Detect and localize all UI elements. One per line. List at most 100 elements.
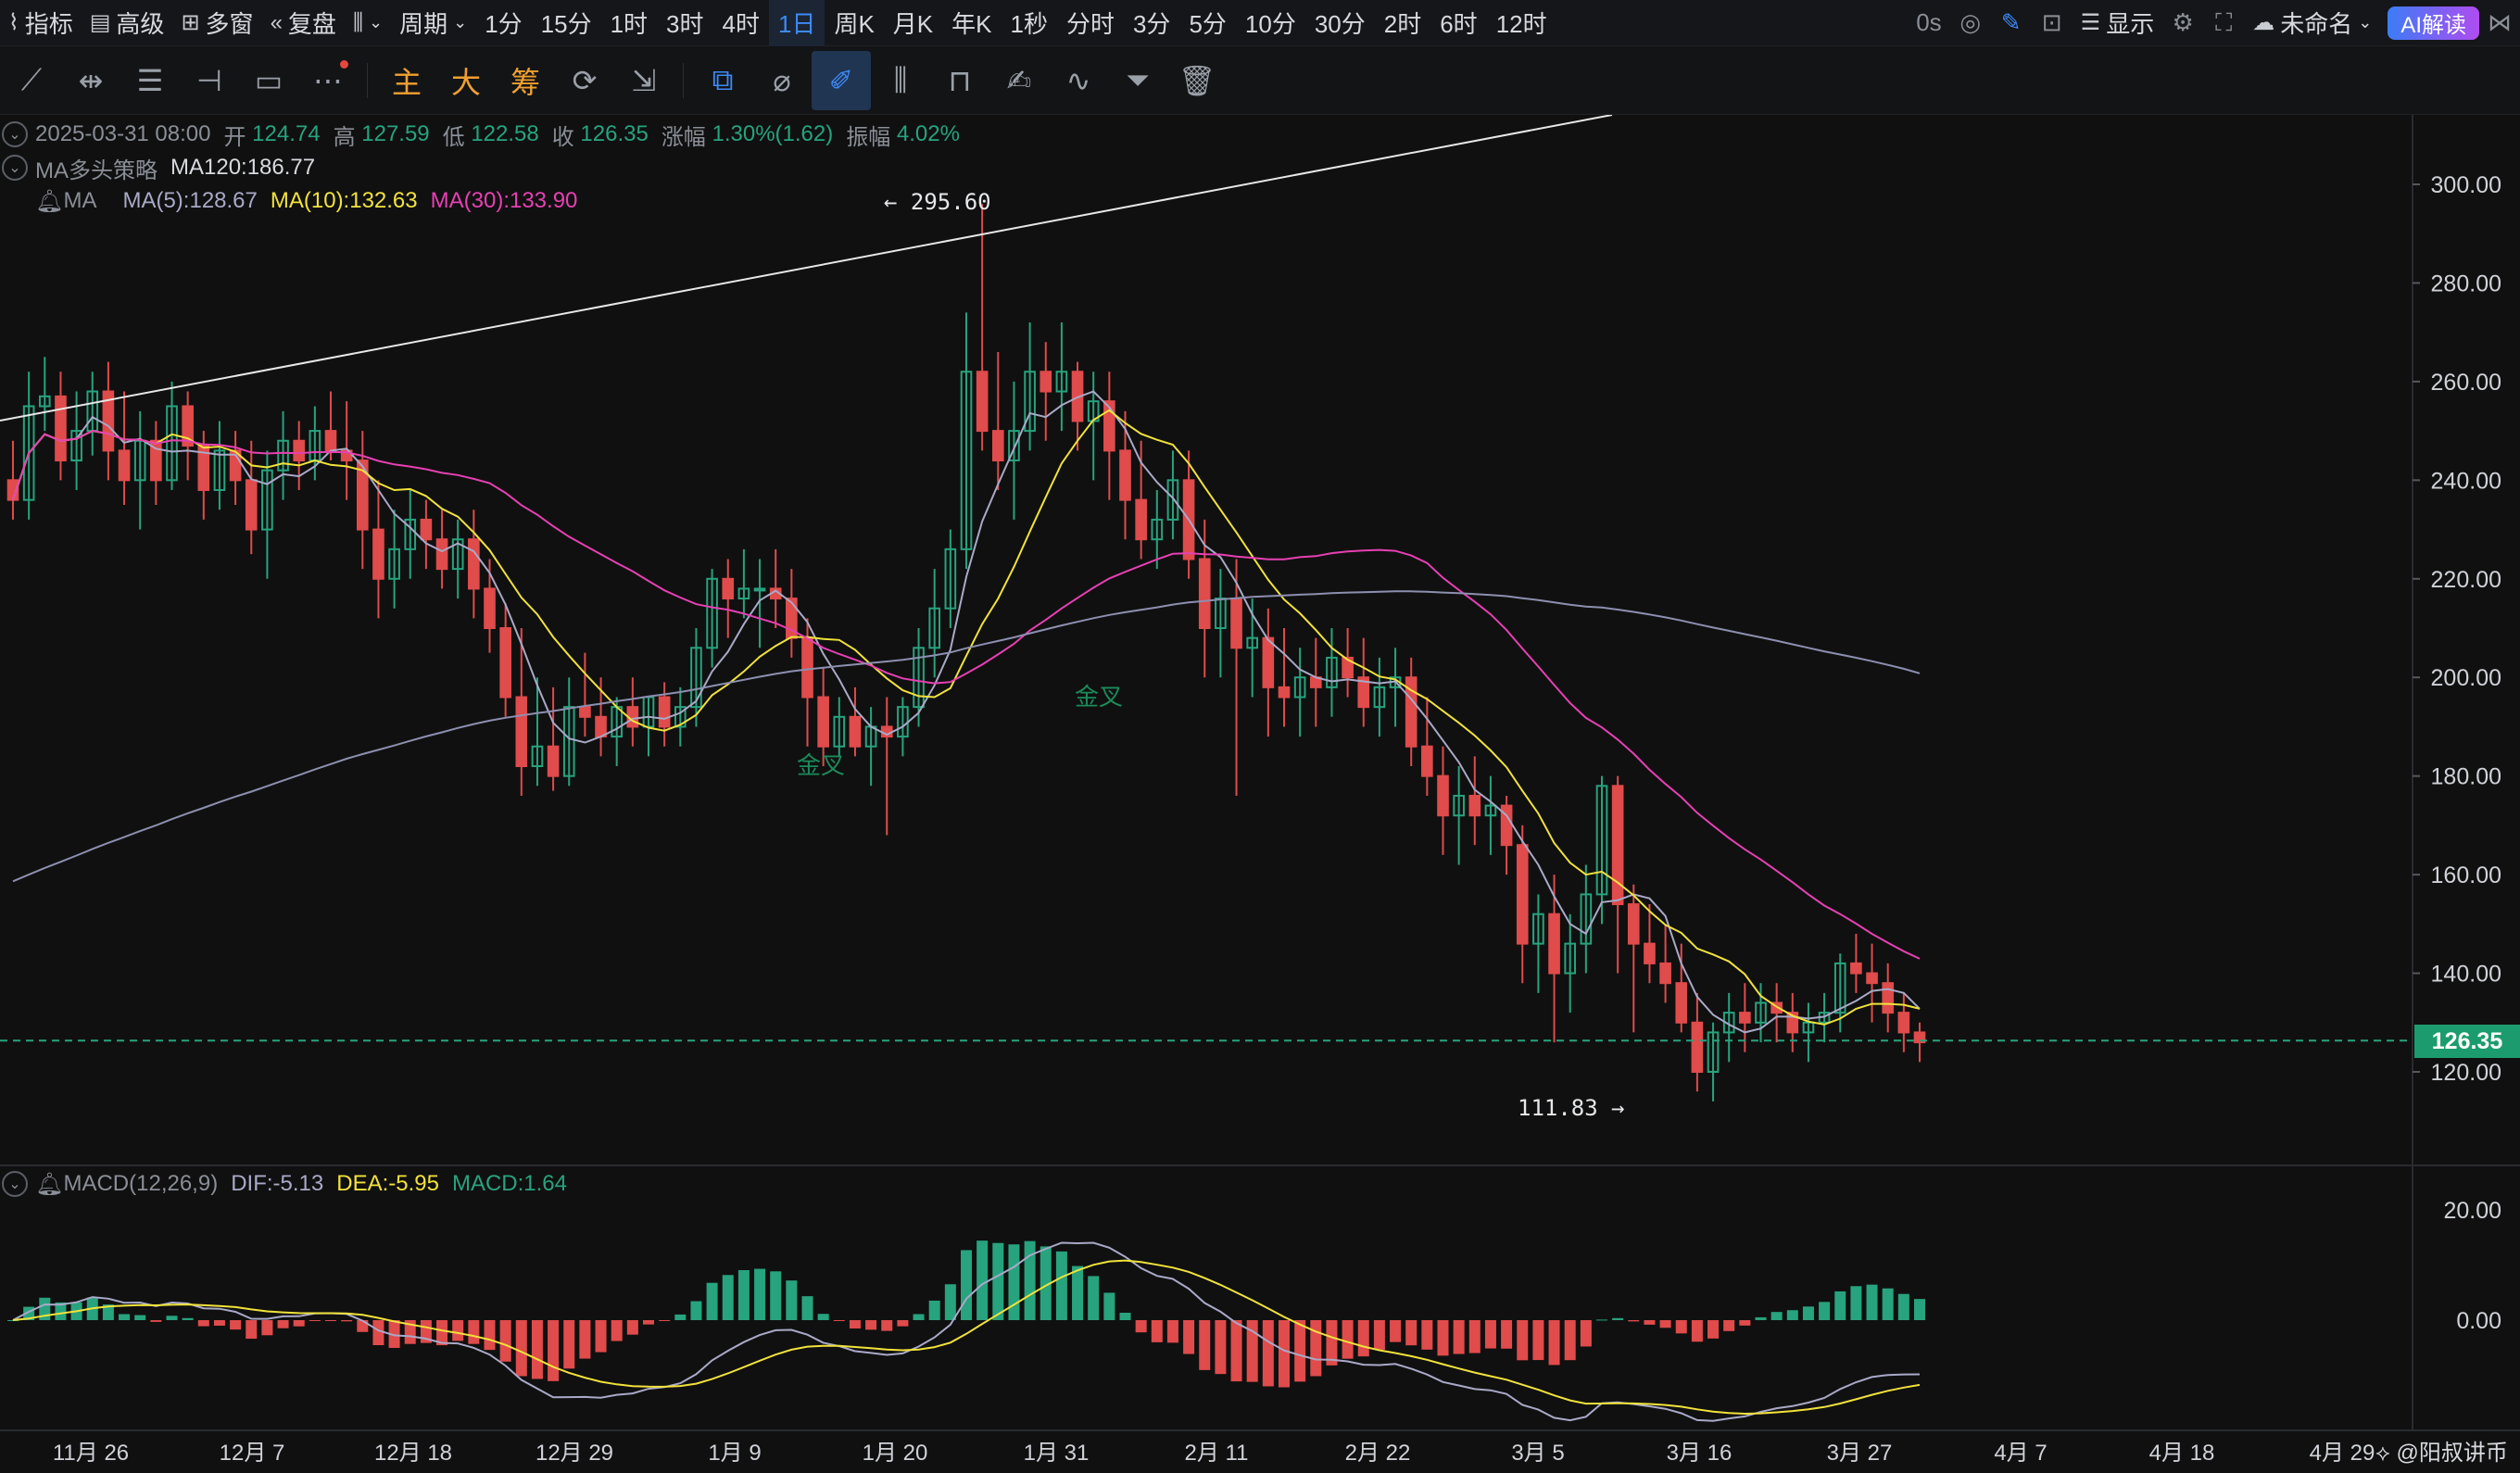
period-tab[interactable]: 2时 xyxy=(1383,10,1422,38)
fullscreen-icon[interactable]: ⛶ xyxy=(2215,7,2233,36)
camera-icon[interactable]: ◎ xyxy=(1959,8,1982,36)
share-icon[interactable]: ⋈ xyxy=(2488,8,2512,36)
macd-histogram-bar xyxy=(1183,1320,1195,1354)
measure-icon[interactable]: ⇲ xyxy=(631,63,657,97)
period-tabs: 1分 15分 1时 3时 4时 1日 周K 月K 年K 1秒 分时 3分 5分 10分 30分 2时 6时 12时 xyxy=(475,0,1556,46)
time-tick-label: 3月 16 xyxy=(1667,1441,1732,1466)
more-tools-icon[interactable]: ⋯ xyxy=(298,51,358,110)
period-tab[interactable]: 月K xyxy=(892,10,934,38)
candle-down xyxy=(102,390,115,452)
ma-name[interactable]: MA xyxy=(63,188,97,213)
horizontal-line-tool-icon[interactable]: ⊣ xyxy=(196,63,222,97)
period-tab[interactable]: 30分 xyxy=(1314,10,1366,38)
bell-icon[interactable]: 🔔︎ xyxy=(35,188,64,214)
macd-histogram-bar xyxy=(1802,1306,1814,1320)
add-window-icon[interactable]: ⊡ xyxy=(2041,8,2062,36)
display-button[interactable]: ☰ 显示 xyxy=(2073,0,2163,46)
replay-button[interactable]: «复盘 xyxy=(262,0,345,46)
period-tab[interactable]: 6时 xyxy=(1440,10,1478,38)
period-tab[interactable]: 3时 xyxy=(666,10,704,38)
candle-up xyxy=(1246,636,1259,649)
horizontal-ray-tool-icon[interactable]: ⇹ xyxy=(78,63,104,97)
golden-cross-label: 金叉 xyxy=(1075,683,1124,711)
candle-down xyxy=(991,430,1004,462)
period-tab[interactable]: 分时 xyxy=(1065,10,1115,38)
chart-canvas[interactable]: 300.00 280.00 260.00 240.00 220.00 200.00 180.… xyxy=(0,115,2520,1473)
rectangle-tool-icon[interactable]: ▭ xyxy=(254,63,284,97)
ai-button-label: AI解读 xyxy=(2400,13,2466,38)
multi-window-button[interactable]: ⊞ 多窗 xyxy=(172,0,261,46)
pencil-icon[interactable]: ✎ xyxy=(2000,8,2022,36)
macd-histogram-bar xyxy=(1246,1320,1258,1382)
copy-icon[interactable]: ⧉ xyxy=(712,62,734,96)
time-tick-label: 4月 7 xyxy=(1994,1441,2047,1466)
time-tick-label: 11月 26 xyxy=(53,1441,129,1466)
period-tab[interactable]: 10分 xyxy=(1244,10,1296,38)
candle-up xyxy=(1595,785,1608,896)
candles-visibility-icon[interactable]: ⫼ xyxy=(893,62,908,96)
draw-mode-icon[interactable]: ✐ xyxy=(812,50,871,110)
macd-histogram-bar xyxy=(1882,1288,1894,1320)
period-tab[interactable]: 12时 xyxy=(1495,10,1547,38)
main-indicator-button[interactable]: 主 xyxy=(377,51,436,110)
ruler-icon[interactable]: ⌀ xyxy=(773,63,791,97)
trendline-tool-icon[interactable]: ⟋ xyxy=(20,62,43,96)
ai-analysis-button[interactable]: AI解读 xyxy=(2388,6,2479,40)
chevron-down-icon[interactable]: ⌄ xyxy=(2,1171,28,1197)
price-tick-label: 260.00 xyxy=(2431,370,2501,396)
period-tab[interactable]: 1分 xyxy=(485,10,523,38)
period-tab[interactable]: 1日 xyxy=(768,0,825,46)
edit-drawings-icon[interactable]: ✍ xyxy=(1006,63,1032,97)
period-tab[interactable]: 4时 xyxy=(722,10,760,38)
magnet-icon[interactable]: ∿ xyxy=(1065,63,1091,97)
parallel-lines-tool-icon[interactable]: ☰ xyxy=(136,63,164,97)
macd-histogram-bar xyxy=(1373,1320,1385,1350)
macd-histogram-bar xyxy=(770,1271,782,1320)
amplitude-value: 4.02% xyxy=(896,121,960,146)
time-tick-label: 1月 20 xyxy=(863,1441,928,1466)
period-tab[interactable]: 5分 xyxy=(1189,10,1227,38)
period-tab[interactable]: 3分 xyxy=(1132,10,1171,38)
sync-icon[interactable]: ⟳ xyxy=(572,63,598,97)
macd-histogram-bar xyxy=(1580,1320,1592,1347)
advanced-button[interactable]: ▤ 高级 xyxy=(82,0,173,46)
macd-histogram-bar xyxy=(1786,1310,1798,1320)
open-value: 124.74 xyxy=(252,121,321,146)
period-dropdown[interactable]: 周期 ⌄ xyxy=(391,0,475,46)
period-tab[interactable]: 周K xyxy=(834,10,875,38)
period-tab[interactable]: 1时 xyxy=(610,10,649,38)
macd-histogram-bar xyxy=(1262,1320,1274,1387)
candle-down xyxy=(197,445,210,491)
macd-histogram-bar xyxy=(1548,1320,1560,1366)
chips-button[interactable]: 筹 xyxy=(496,51,555,110)
trash-icon[interactable]: 🗑 xyxy=(1178,63,1216,97)
chevron-down-icon[interactable]: ⌄ xyxy=(2,155,28,181)
candle-down xyxy=(1516,844,1529,945)
chart-type-dropdown[interactable]: ⫼ ⌄ xyxy=(345,0,391,46)
settings-icon[interactable]: ⚙ xyxy=(2172,8,2194,36)
candle-up xyxy=(913,647,925,709)
candle-down xyxy=(468,538,480,590)
macd-name[interactable]: MACD(12,26,9) xyxy=(63,1171,219,1196)
candle-down xyxy=(1866,972,1878,985)
candle-down xyxy=(293,439,306,462)
layout-dropdown[interactable]: ☁ 未命名 ⌄ xyxy=(2244,0,2380,46)
strategy-name[interactable]: MA多头策略 xyxy=(35,157,158,183)
macd-histogram-bar xyxy=(515,1320,527,1377)
big-order-button[interactable]: 大 xyxy=(436,51,496,110)
bell-icon[interactable]: 🔔︎ xyxy=(35,1171,64,1197)
macd-histogram-bar xyxy=(674,1314,687,1320)
macd-histogram-bar xyxy=(1866,1284,1878,1320)
macd-histogram-bar xyxy=(563,1320,575,1369)
period-tab[interactable]: 15分 xyxy=(540,10,592,38)
lock-icon[interactable]: ⊓ xyxy=(948,63,972,97)
period-tab[interactable]: 年K xyxy=(951,10,992,38)
candle-up xyxy=(1532,913,1544,945)
candle-up xyxy=(1293,676,1306,699)
period-tab[interactable]: 1秒 xyxy=(1010,10,1048,38)
macd-histogram-bar xyxy=(1532,1320,1544,1361)
indicators-button[interactable]: ⌇ 指标 xyxy=(0,0,82,46)
filter-icon[interactable]: ⏷ xyxy=(1126,62,1150,96)
chevron-down-icon[interactable]: ⌄ xyxy=(2,121,28,147)
price-tick-label: 200.00 xyxy=(2431,665,2501,691)
